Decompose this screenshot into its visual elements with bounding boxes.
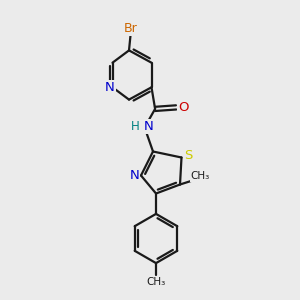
Text: N: N: [143, 120, 153, 134]
Text: H: H: [131, 120, 140, 134]
Text: O: O: [178, 101, 189, 114]
Text: N: N: [130, 169, 139, 182]
Text: CH₃: CH₃: [146, 277, 166, 287]
Text: S: S: [184, 148, 192, 162]
Text: Br: Br: [124, 22, 138, 35]
Text: N: N: [105, 81, 115, 94]
Text: CH₃: CH₃: [190, 171, 210, 181]
